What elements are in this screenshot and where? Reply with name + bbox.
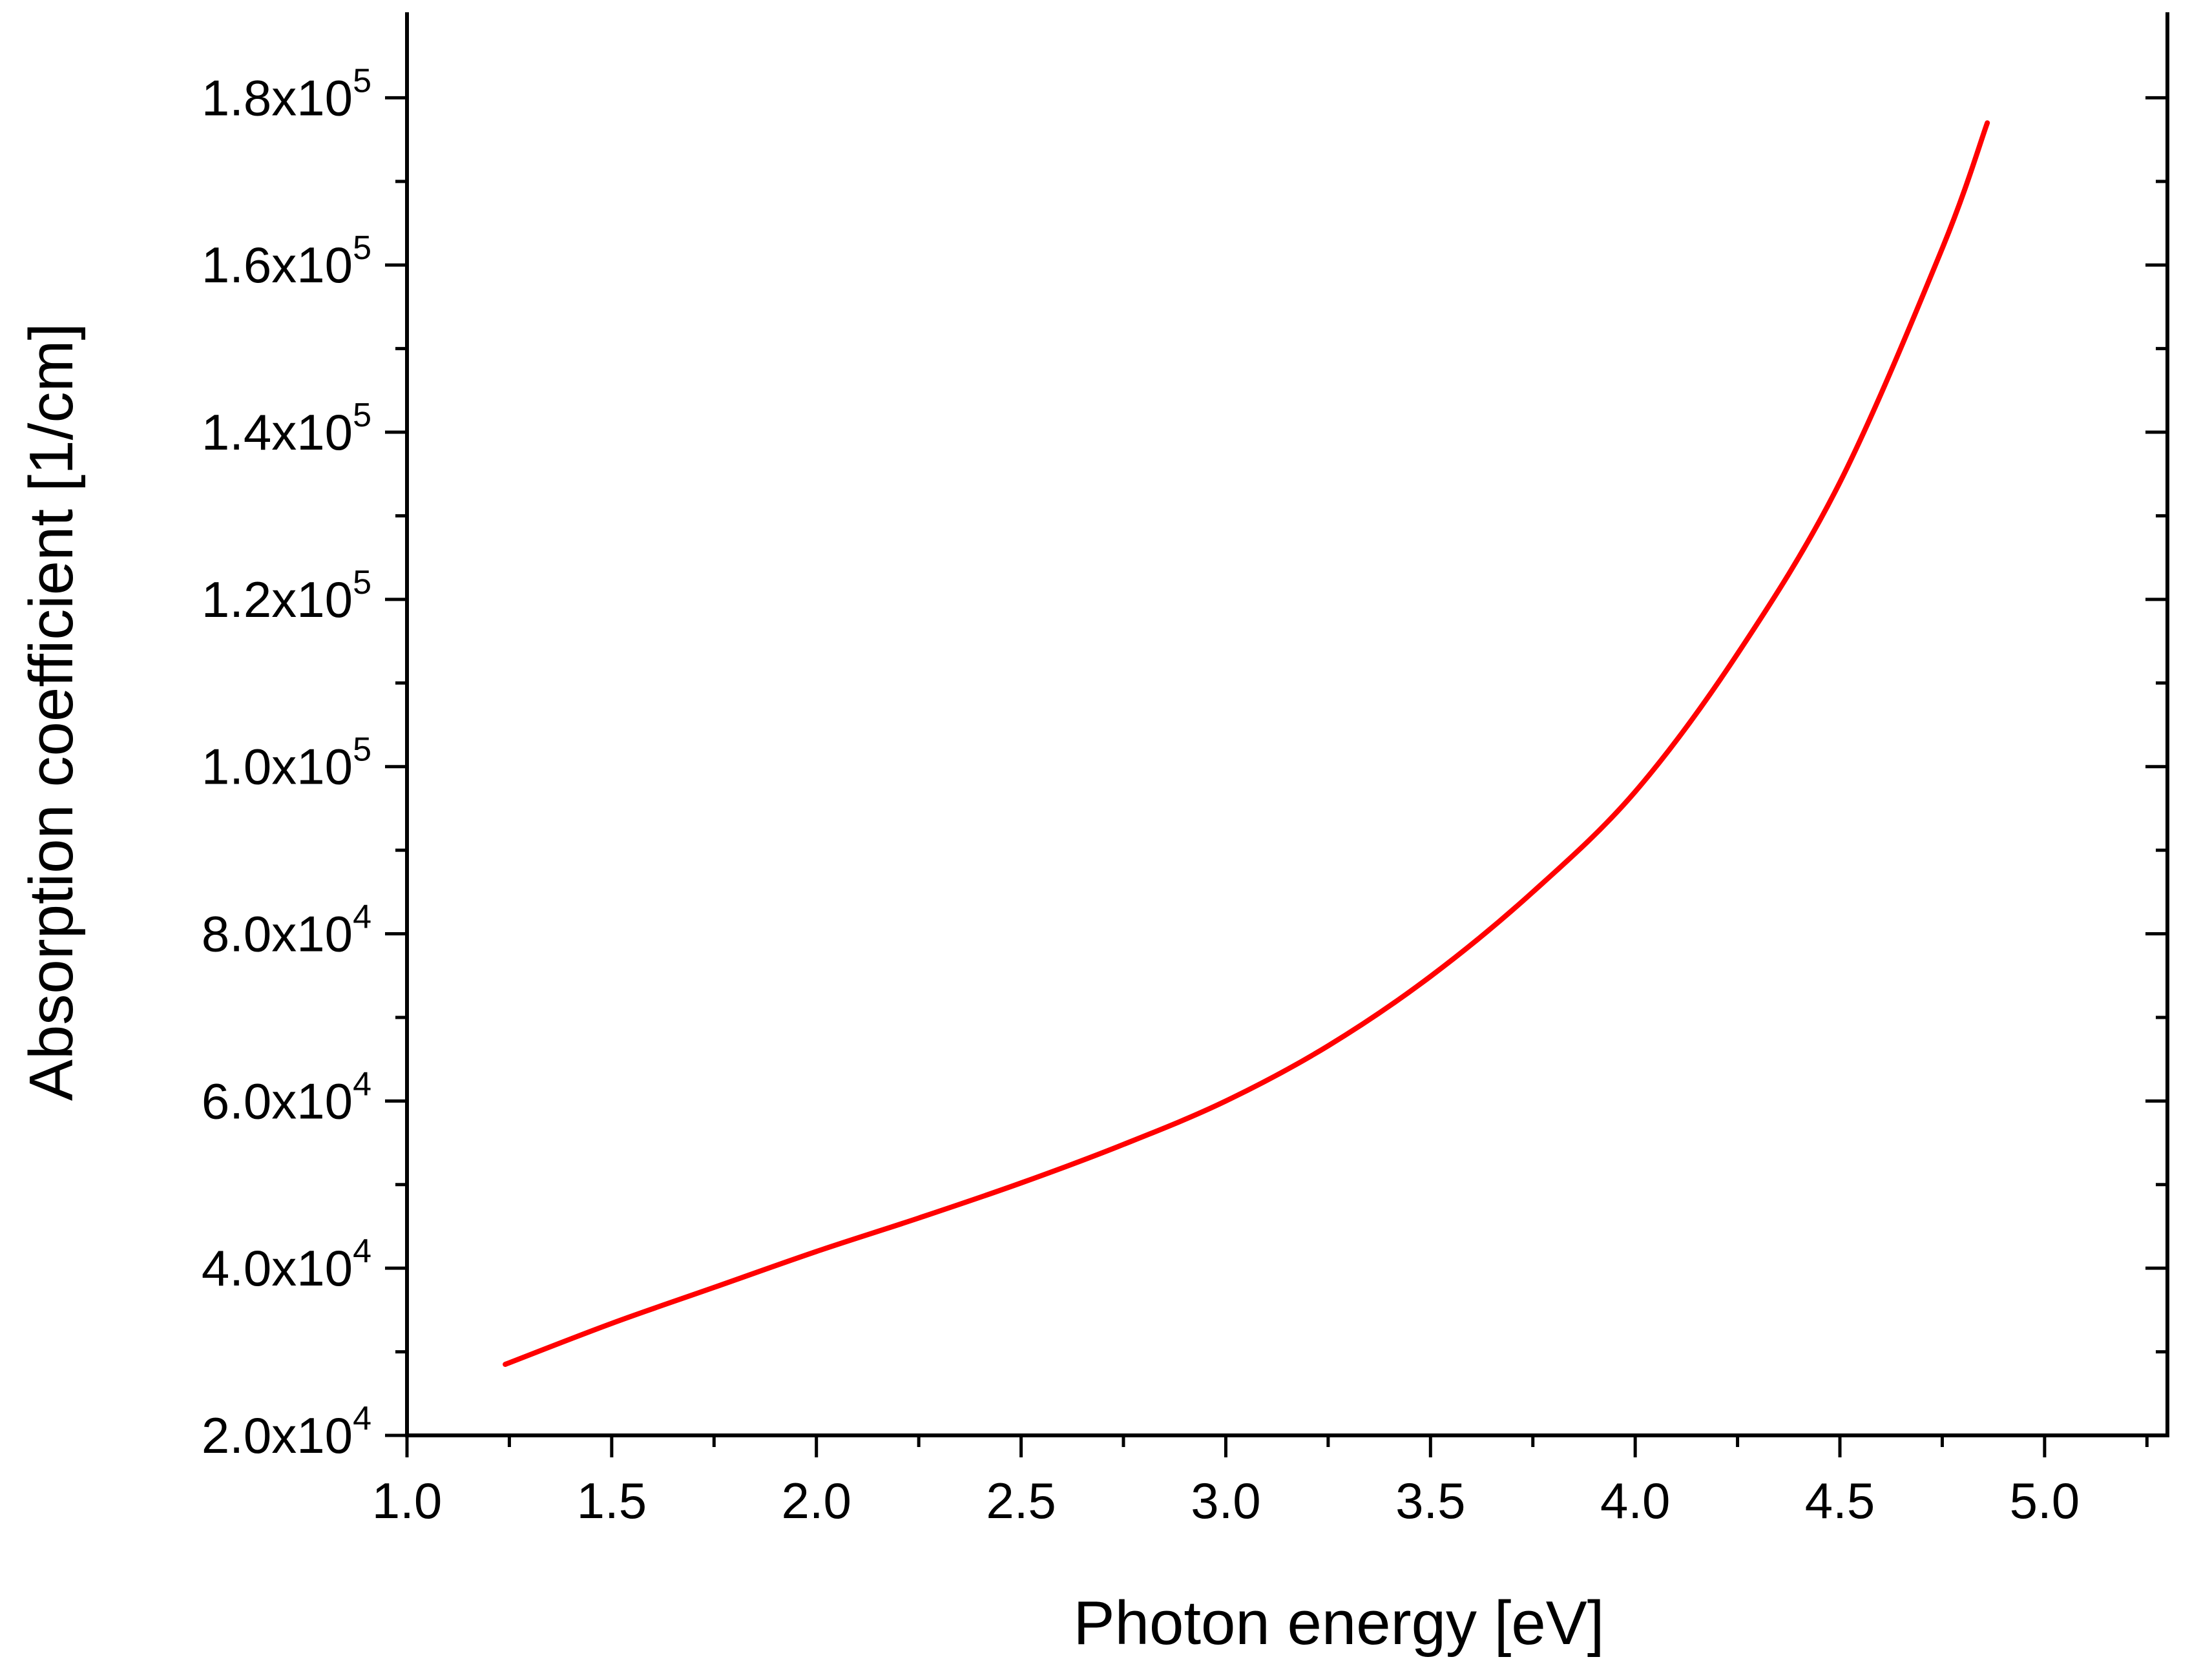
y-tick-label: 1.4x105 xyxy=(202,397,371,461)
y-tick-label: 1.8x105 xyxy=(202,62,371,126)
y-tick-label: 2.0x104 xyxy=(202,1400,371,1464)
y-tick-label: 1.6x105 xyxy=(202,229,371,293)
y-axis-ticks: 2.0x104 4.0x104 6.0x104 8.0x104 1.0x105 1.2x1… xyxy=(202,62,2167,1464)
y-axis-title: Absorption coefficient [1/cm] xyxy=(17,323,86,1101)
y-tick-label: 6.0x104 xyxy=(202,1065,371,1129)
x-tick-label: 5.0 xyxy=(2010,1472,2080,1529)
plot-frame xyxy=(405,12,2169,1437)
x-tick-label: 2.0 xyxy=(782,1472,851,1529)
x-tick-label: 2.5 xyxy=(986,1472,1056,1529)
x-tick-label: 3.0 xyxy=(1191,1472,1260,1529)
y-tick-label: 4.0x104 xyxy=(202,1233,371,1297)
x-tick-label: 4.0 xyxy=(1600,1472,1670,1529)
x-tick-label: 1.5 xyxy=(577,1472,647,1529)
y-tick-label: 8.0x104 xyxy=(202,899,371,963)
x-axis-ticks: 1.0 1.5 2.0 2.5 3.0 3.5 4.0 4.5 5.0 xyxy=(372,1435,2149,1529)
y-tick-label: 1.2x105 xyxy=(202,564,371,628)
x-tick-label: 4.5 xyxy=(1805,1472,1875,1529)
y-tick-label: 1.0x105 xyxy=(202,731,371,795)
x-axis-title: Photon energy [eV] xyxy=(1074,1588,1605,1658)
series-group xyxy=(503,120,1990,1367)
x-tick-label: 3.5 xyxy=(1395,1472,1465,1529)
x-tick-label: 1.0 xyxy=(372,1472,442,1529)
series-line-absorption xyxy=(503,120,1990,1367)
